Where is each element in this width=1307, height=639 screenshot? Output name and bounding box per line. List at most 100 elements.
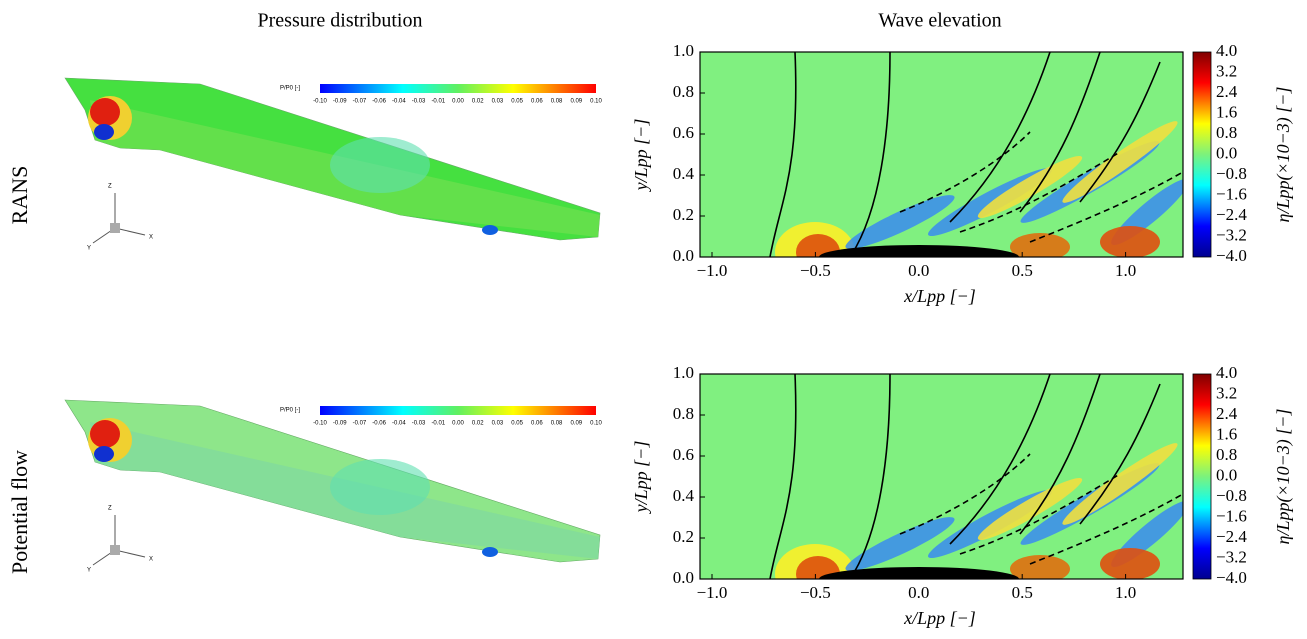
- x-tick-label: 0.5: [1012, 261, 1033, 280]
- triad-label: X: [149, 557, 153, 563]
- colorbar-label: η/Lpp(×10−3) [−]: [1273, 87, 1294, 223]
- colorbar-label: η/Lpp(×10−3) [−]: [1273, 409, 1294, 545]
- hull-patch: [482, 547, 498, 557]
- colorbar-tick-label: 0.0: [1216, 143, 1237, 162]
- legend-tick-label: -0.10: [313, 99, 327, 105]
- row-label: RANS: [7, 166, 32, 225]
- x-axis-label: x/Lpp [−]: [903, 608, 976, 628]
- triad-cube: [110, 223, 120, 233]
- plot-frame: [699, 51, 1184, 258]
- colorbar-tick-label: 2.4: [1216, 404, 1238, 423]
- colorbar-tick-label: −1.6: [1216, 506, 1247, 525]
- colorbar-tick-label: −4.0: [1216, 568, 1247, 587]
- legend-tick-label: -0.03: [412, 99, 426, 105]
- y-tick-label: 0.0: [673, 246, 694, 265]
- colorbar: [1192, 373, 1212, 580]
- x-tick-label: −0.5: [800, 583, 831, 602]
- hull-patch: [330, 459, 430, 515]
- colorbar-tick-label: −3.2: [1216, 225, 1247, 244]
- colorbar-tick-label: −4.0: [1216, 246, 1247, 265]
- y-tick-label: 0.0: [673, 568, 694, 587]
- legend-tick-label: -0.04: [392, 99, 406, 105]
- x-tick-label: 1.0: [1115, 583, 1136, 602]
- y-tick-label: 0.8: [673, 82, 694, 101]
- wave-field: [700, 374, 1183, 579]
- colorbar-tick-label: 0.8: [1216, 123, 1237, 142]
- triad-label: Z: [108, 184, 112, 190]
- triad-label: Z: [108, 506, 112, 512]
- colorbar-tick-label: 1.6: [1216, 424, 1237, 443]
- legend-tick-label: 0.00: [452, 99, 464, 105]
- y-axis-label: y/Lpp [−]: [631, 119, 651, 193]
- legend-tick-label: -0.04: [392, 421, 406, 427]
- hull-patch: [330, 137, 430, 193]
- legend-tick-label: 0.10: [590, 421, 602, 427]
- plot-frame: [699, 373, 1184, 580]
- legend-tick-label: -0.01: [431, 99, 445, 105]
- bow-pressure: [94, 446, 114, 462]
- y-tick-label: 0.2: [673, 527, 694, 546]
- triad-label: Y: [87, 568, 91, 574]
- y-tick-label: 0.8: [673, 404, 694, 423]
- legend-tick-label: 0.08: [551, 421, 563, 427]
- colorbar-tick-label: −2.4: [1216, 205, 1247, 224]
- legend-tick-label: -0.10: [313, 421, 327, 427]
- triad-cube: [110, 545, 120, 555]
- legend-tick-label: 0.09: [570, 99, 582, 105]
- legend-tick-label: 0.05: [511, 421, 523, 427]
- legend-bar: [320, 84, 596, 93]
- legend-tick-label: -0.01: [431, 421, 445, 427]
- y-axis-label: y/Lpp [−]: [631, 441, 651, 515]
- row-label: Potential flow: [7, 450, 32, 574]
- legend-tick-label: 0.06: [531, 99, 543, 105]
- colorbar-tick-label: −2.4: [1216, 527, 1247, 546]
- x-axis-label: x/Lpp [−]: [903, 286, 976, 306]
- legend-tick-label: 0.03: [492, 421, 504, 427]
- colorbar-tick-label: 2.4: [1216, 82, 1238, 101]
- colorbar-tick-label: 3.2: [1216, 61, 1237, 80]
- legend-tick-label: 0.02: [472, 421, 484, 427]
- legend-title: P/P0 [-]: [280, 86, 300, 92]
- legend-tick-label: -0.07: [353, 421, 367, 427]
- legend-tick-label: -0.06: [372, 99, 386, 105]
- legend-tick-label: -0.06: [372, 421, 386, 427]
- legend-tick-label: 0.09: [570, 421, 582, 427]
- x-tick-label: 0.0: [908, 583, 929, 602]
- colorbar-tick-label: −3.2: [1216, 547, 1247, 566]
- bow-pressure: [94, 124, 114, 140]
- legend-tick-label: -0.07: [353, 99, 367, 105]
- colorbar-tick-label: 0.0: [1216, 465, 1237, 484]
- triad-label: X: [149, 235, 153, 241]
- y-tick-label: 0.2: [673, 205, 694, 224]
- y-tick-label: 0.4: [673, 164, 695, 183]
- legend-tick-label: 0.08: [551, 99, 563, 105]
- colorbar-tick-label: −1.6: [1216, 184, 1247, 203]
- legend-title: P/P0 [-]: [280, 408, 300, 414]
- x-tick-label: 0.0: [908, 261, 929, 280]
- bow-pressure: [90, 420, 120, 448]
- column-title: Wave elevation: [878, 10, 1001, 32]
- x-tick-label: 1.0: [1115, 261, 1136, 280]
- x-tick-label: −1.0: [697, 261, 728, 280]
- y-tick-label: 0.6: [673, 123, 694, 142]
- legend-tick-label: -0.03: [412, 421, 426, 427]
- legend-tick-label: 0.05: [511, 99, 523, 105]
- colorbar-tick-label: 4.0: [1216, 41, 1237, 60]
- column-title: Pressure distribution: [258, 10, 423, 32]
- colorbar-tick-label: −0.8: [1216, 486, 1247, 505]
- legend-tick-label: 0.00: [452, 421, 464, 427]
- y-tick-label: 1.0: [673, 363, 694, 382]
- y-tick-label: 1.0: [673, 41, 694, 60]
- legend-tick-label: 0.02: [472, 99, 484, 105]
- legend-tick-label: 0.06: [531, 421, 543, 427]
- colorbar-tick-label: 0.8: [1216, 445, 1237, 464]
- x-tick-label: 0.5: [1012, 583, 1033, 602]
- colorbar-tick-label: 4.0: [1216, 363, 1237, 382]
- x-tick-label: −0.5: [800, 261, 831, 280]
- colorbar: [1192, 51, 1212, 258]
- triad-label: Y: [87, 246, 91, 252]
- hull-patch: [482, 225, 498, 235]
- legend-bar: [320, 406, 596, 415]
- legend-tick-label: 0.10: [590, 99, 602, 105]
- y-tick-label: 0.6: [673, 445, 694, 464]
